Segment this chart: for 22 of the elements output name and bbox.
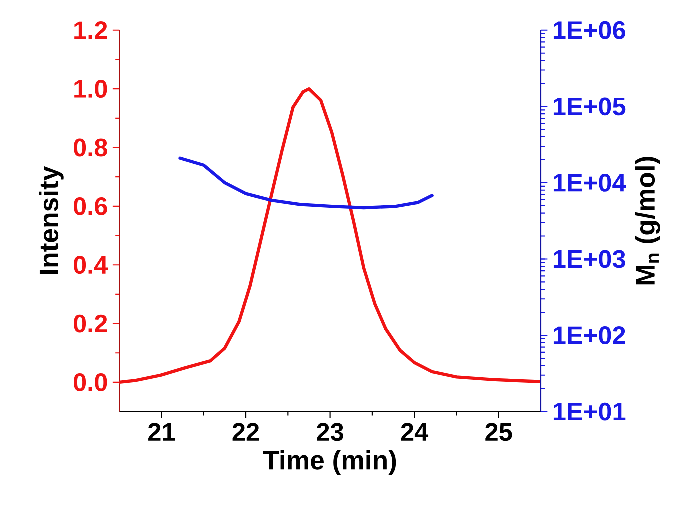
y-tick-label: 1.2 [74,22,108,40]
x-tick-label: 23 [317,423,344,442]
x-tick-label: 25 [486,423,512,442]
y2-tick-label: 1E+03 [554,250,626,268]
x-tick-label: 24 [401,423,429,441]
y-tick-label: 0.0 [74,373,108,392]
y2-tick-label: 1E+06 [554,21,626,40]
y2-tick-label: 1E+05 [554,98,626,116]
y2-tick-label: 1E+02 [554,326,626,344]
y-tick-label: 0.4 [74,256,108,274]
y-tick-label: 0.8 [74,138,108,157]
y-axis-title: Intensity [38,166,64,274]
y2-axis-title: M$_{n}$ (g/mol) [636,157,660,285]
y2-tick-label: 1E+04 [554,174,626,192]
x-tick-label: 21 [148,423,176,441]
y-tick-label: 0.6 [74,197,108,216]
x-axis-title: Time (min) [263,450,396,476]
y-tick-label: 0.2 [74,314,108,333]
x-tick-label: 22 [232,423,260,441]
y-tick-label: 1.0 [74,80,108,98]
y2-tick-label: 1E+01 [554,402,626,421]
line-series [178,156,434,210]
